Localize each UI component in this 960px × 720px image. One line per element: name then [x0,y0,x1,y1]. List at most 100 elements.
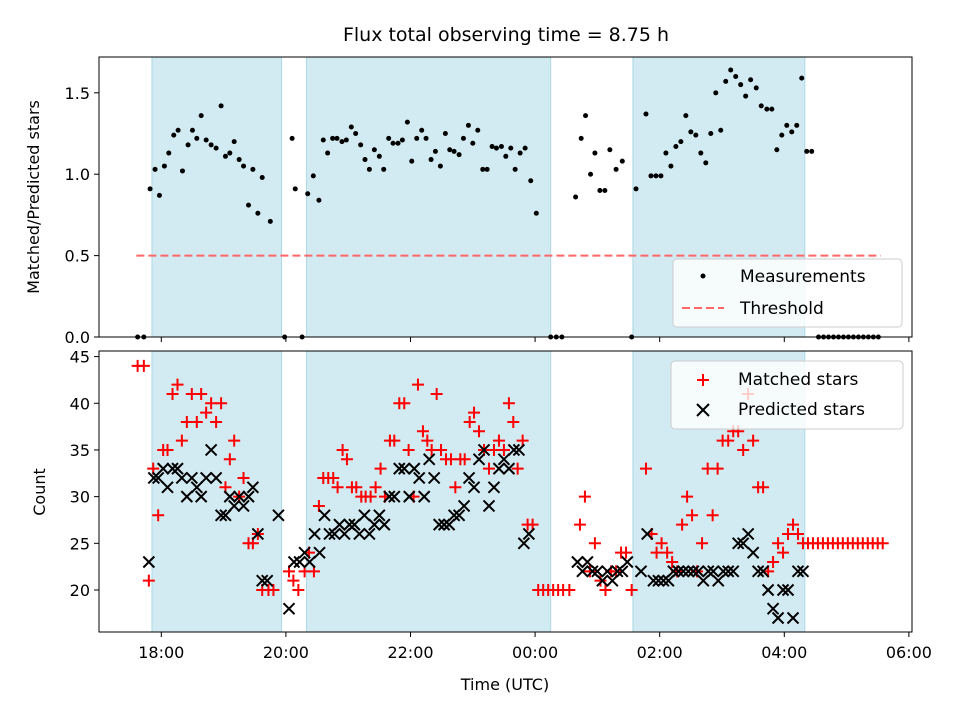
predicted-point-108 [741,527,755,541]
measurement-point-54 [409,158,415,164]
measurement-point-6 [166,150,172,156]
legend-measurements-marker [700,273,706,279]
measurement-point-18 [222,153,228,159]
bottom-y-axis: 20 25 30 35 40 45 [70,348,99,600]
x-tick-label-1: 20:00 [263,643,309,662]
x-tick-label-2: 22:00 [387,643,433,662]
predicted-point-28 [287,555,301,569]
predicted-point-58 [437,518,451,531]
measurement-point-10 [185,142,191,148]
x-tick-label-3: 00:00 [512,643,558,662]
predicted-point-99 [697,574,710,587]
matched-point-103 [661,546,674,559]
matched-point-112 [706,509,719,522]
predicted-point-4 [161,481,174,494]
measurement-point-103 [678,139,684,145]
predicted-point-30 [298,546,311,559]
measurement-point-23 [246,202,252,208]
predicted-point-20 [237,499,250,513]
matched-point-73 [492,434,505,447]
predicted-point-64 [467,481,481,494]
matched-point-46 [364,490,377,503]
x-tick-label-4: 02:00 [637,643,683,662]
x-axis-label: Time (UTC) [460,675,549,694]
matched-point-1 [137,359,150,372]
predicted-point-69 [492,462,506,475]
matched-point-146 [876,537,889,550]
count-panel: 20 25 30 35 40 45 18:00 20:00 22:00 00:00 02:00 04… [30,348,932,694]
predicted-point-109 [746,546,760,559]
bot-yticks-label-2: 30 [70,488,90,507]
predicted-point-98 [692,565,705,578]
predicted-point-7 [175,471,189,485]
matched-point-38 [327,471,340,484]
measurement-point-12 [194,135,200,141]
predicted-point-53 [413,471,426,485]
measurement-point-71 [489,144,495,150]
predicted-point-60 [447,509,461,522]
matched-point-6 [161,443,174,456]
matched-point-99 [639,462,652,475]
matched-point-104 [666,555,679,568]
matched-point-19 [223,453,236,466]
predicted-point-71 [502,462,516,475]
predicted-point-86 [621,555,634,569]
predicted-point-21 [242,490,255,503]
predicted-point-107 [736,537,750,550]
measurement-point-9 [179,168,185,174]
measurement-point-90 [602,187,608,193]
predicted-point-41 [353,527,366,541]
measurement-point-102 [673,144,679,150]
predicted-point-46 [378,518,391,531]
matched-point-126 [777,546,790,559]
predicted-point-13 [204,443,218,457]
bot-yticks-label-3: 35 [70,441,90,460]
predicted-point-31 [303,555,316,569]
bot-yticks-label-4: 40 [70,394,90,413]
predicted-point-94 [672,565,685,578]
measurement-point-57 [423,135,429,141]
predicted-point-0 [142,555,156,569]
predicted-point-81 [596,574,609,587]
predicted-point-103 [717,565,730,578]
matched-point-80 [526,518,539,531]
predicted-point-105 [726,565,740,578]
measurement-point-113 [728,67,734,73]
predicted-point-32 [308,527,321,541]
matched-point-39 [331,481,344,494]
matched-point-64 [449,481,462,494]
measurement-point-30 [292,186,298,192]
predicted-point-77 [576,565,589,578]
measurement-point-61 [442,131,448,137]
predicted-point-50 [398,462,411,475]
predicted-point-97 [687,565,700,578]
measurement-point-65 [460,135,466,141]
matched-point-53 [398,397,411,410]
x-tick-label-6: 06:00 [886,643,932,662]
x-tick-label-5: 04:00 [761,643,807,662]
predicted-point-35 [323,527,336,541]
predicted-point-1 [147,471,161,485]
bot-yticks-label-5: 45 [70,348,90,367]
predicted-point-115 [776,583,790,597]
predicted-point-68 [487,481,501,494]
measurement-point-79 [528,178,534,184]
measurement-point-124 [784,122,790,128]
predicted-point-59 [442,518,456,531]
measurement-point-129 [809,148,815,154]
measurement-point-27 [267,218,273,224]
measurement-point-88 [592,150,598,156]
matched-point-78 [516,434,529,447]
measurement-point-49 [386,135,392,141]
matched-point-74 [497,443,510,456]
chart-title: Flux total observing time = 8.75 h [343,24,669,46]
predicted-point-33 [313,546,326,559]
legend-threshold-label: Threshold [739,299,824,319]
x-tick-label-0: 18:00 [138,643,184,662]
measurement-point-96 [643,111,649,117]
measurement-point-21 [236,157,242,163]
measurement-point-15 [208,142,214,148]
matched-point-128 [787,518,800,531]
measurement-point-37 [330,135,336,141]
predicted-point-76 [571,555,584,569]
